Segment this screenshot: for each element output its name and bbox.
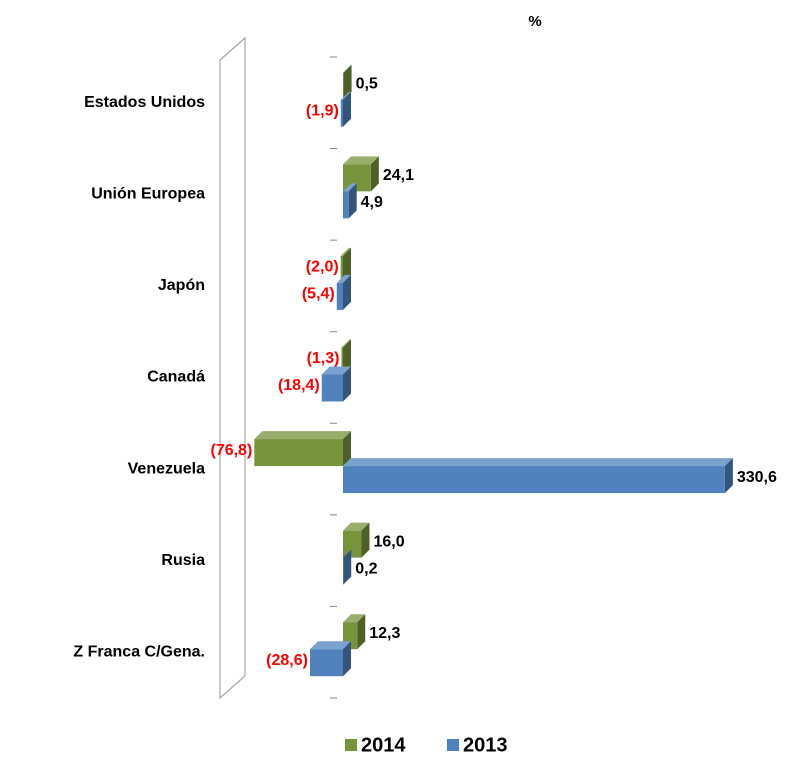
bar-front [343, 191, 349, 218]
y-tick-label: Unión Europea [91, 186, 205, 203]
y-tick-label: Japón [158, 277, 205, 294]
bar-front [343, 73, 344, 100]
value-label: 12,3 [369, 625, 400, 642]
y-tick-label: Canadá [147, 369, 205, 386]
value-label: 330,6 [737, 469, 777, 486]
bar-top [254, 431, 351, 439]
value-label: (28,6) [266, 652, 308, 669]
bar-front [337, 283, 343, 310]
back-wall [220, 38, 245, 698]
bar [343, 523, 369, 558]
bar-front [343, 466, 725, 493]
value-label: (2,0) [306, 259, 339, 276]
value-label: (76,8) [210, 442, 252, 459]
value-label: 24,1 [383, 167, 414, 184]
value-label: 0,5 [356, 76, 378, 93]
bar [341, 92, 351, 127]
value-label: (18,4) [278, 377, 320, 394]
bar [343, 458, 733, 493]
y-tick-label: Venezuela [128, 460, 205, 477]
bar-front [343, 531, 361, 558]
bar-front [322, 375, 343, 402]
y-tick-label: Estados Unidos [84, 94, 205, 111]
bar-front [254, 439, 343, 466]
bar-front [341, 100, 343, 127]
value-label: (1,3) [307, 350, 340, 367]
legend-swatch [345, 739, 357, 751]
value-label: 16,0 [373, 533, 404, 550]
value-label: 4,9 [361, 194, 383, 211]
value-label: 0,2 [355, 560, 377, 577]
y-tick-label: Z Franca C/Gena. [73, 643, 205, 660]
legend-swatch [447, 739, 459, 751]
bar [322, 367, 351, 402]
bar [337, 275, 351, 310]
bar [254, 431, 351, 466]
value-label: (5,4) [302, 286, 335, 303]
bar-top [343, 458, 733, 466]
bar [310, 641, 351, 676]
legend-label: 2014 [361, 734, 406, 756]
y-tick-label: Rusia [161, 552, 205, 569]
chart-title: % [528, 13, 541, 30]
value-label: (1,9) [306, 103, 339, 120]
bar-front [310, 649, 343, 676]
legend-label: 2013 [463, 734, 508, 756]
